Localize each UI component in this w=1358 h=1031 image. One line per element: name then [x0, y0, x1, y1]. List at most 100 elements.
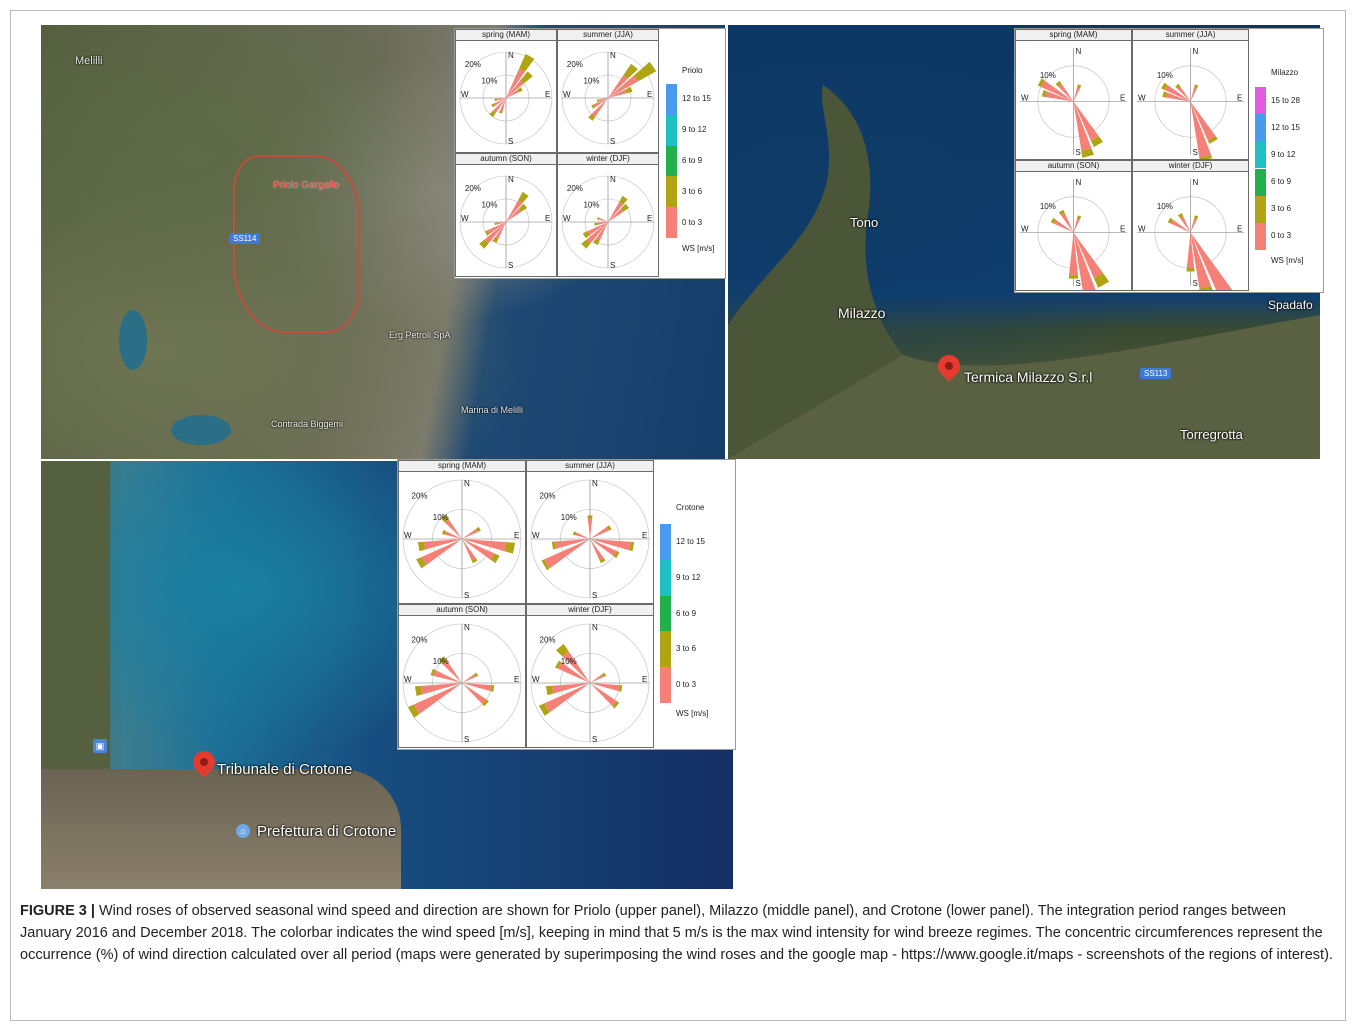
petal-bin0 — [462, 539, 507, 552]
petal-bin0 — [492, 98, 506, 114]
petal-bin0 — [1171, 219, 1191, 233]
petal-bin1 — [594, 222, 597, 226]
petal-bin1 — [517, 87, 523, 93]
petal-bin1 — [1068, 275, 1079, 279]
petal-bin1 — [1175, 83, 1181, 90]
petal-bin1 — [408, 704, 419, 718]
petal-bin0 — [608, 75, 628, 98]
legend-swatch — [660, 559, 671, 596]
season-title: summer (JJA) — [1133, 30, 1248, 41]
petal-bin1 — [518, 191, 529, 203]
ring-label: 10% — [561, 657, 577, 666]
wind-rose-djf: winter (DJF) N S E W 10% 20% — [557, 153, 659, 277]
petal-bin1 — [479, 239, 489, 249]
petal-bin1 — [588, 114, 596, 121]
petal-bin1 — [596, 99, 600, 103]
petal-bin1 — [491, 103, 495, 108]
legend-label: 0 to 3 — [1271, 231, 1292, 241]
cardinal-s: S — [610, 137, 615, 146]
petal-bin0 — [1060, 213, 1074, 233]
petal-bin0 — [587, 518, 593, 539]
map-label-prefettura: Prefettura di Crotone — [257, 823, 397, 840]
map-label-melilli: Melilli — [75, 55, 103, 67]
legend-swatch — [660, 631, 671, 668]
map-label-tribunale: Tribunale di Crotone — [217, 761, 353, 778]
cardinal-s: S — [610, 261, 615, 270]
ring-label: 10% — [1040, 202, 1056, 211]
land — [41, 769, 401, 889]
cardinal-n: N — [592, 479, 598, 488]
legend-label: 0 to 3 — [682, 217, 703, 227]
petal-bin1 — [634, 61, 657, 82]
cardinal-s: S — [592, 735, 597, 744]
legend-title: Crotone — [676, 503, 705, 512]
legend-label: 6 to 9 — [1271, 177, 1292, 187]
cardinal-w: W — [404, 675, 412, 684]
petal-bin1 — [541, 559, 550, 571]
wind-rose-panel-priolo: spring (MAM) N S E W 10% 20% summer (JJA) N S E W 10… — [454, 28, 726, 279]
building-poi-icon: ⌂ — [236, 824, 250, 838]
petal-bin1 — [1167, 217, 1174, 224]
petal-bin1 — [1093, 272, 1110, 288]
legend-label: 3 to 6 — [682, 186, 703, 196]
legend-unit: WS [m/s] — [1271, 256, 1304, 265]
cardinal-n: N — [1193, 178, 1199, 187]
petal-bin1 — [582, 231, 590, 239]
cardinal-s: S — [508, 261, 513, 270]
petal-bin1 — [619, 195, 628, 205]
petal-bin0 — [599, 218, 608, 222]
legend-label: 3 to 6 — [676, 644, 697, 654]
petal-bin0 — [496, 222, 506, 225]
cardinal-s: S — [1193, 148, 1198, 157]
petal-bin1 — [1162, 91, 1168, 98]
legend-label: 6 to 9 — [676, 608, 697, 618]
cardinal-n: N — [508, 175, 514, 184]
map-label-spadafora: Spadafo — [1268, 298, 1313, 312]
legend-swatch — [1255, 222, 1266, 250]
wind-rose-panel-milazzo: spring (MAM) N S E W 10% summer (JJA) N S E W 10% au… — [1014, 28, 1324, 293]
season-title: summer (JJA) — [558, 30, 658, 41]
petal-bin0 — [1073, 232, 1103, 279]
ring-label: 20% — [465, 184, 481, 193]
petal-bin0 — [421, 539, 462, 565]
petal-bin0 — [487, 222, 506, 235]
petal-bin1 — [416, 557, 427, 569]
map-label-milazzo: Milazzo — [838, 305, 886, 321]
petal-bin1 — [1186, 268, 1195, 272]
petal-bin0 — [562, 651, 590, 683]
petal-bin0 — [423, 539, 462, 550]
ring-label: 10% — [481, 200, 497, 209]
map-label-erg: Erg Petroli SpA — [389, 330, 451, 340]
wind-rose-mam: spring (MAM) N S E W 10% 20% — [455, 29, 557, 153]
petal-bin1 — [492, 236, 499, 243]
petal-bin1 — [612, 701, 620, 709]
petal-bin0 — [598, 98, 608, 102]
petal-bin0 — [462, 539, 476, 561]
cardinal-e: E — [514, 675, 519, 684]
rose-plot: N S E W 10% — [1137, 178, 1244, 290]
rose-plot: N S E W 10% — [1137, 47, 1244, 159]
legend-swatch — [660, 667, 671, 703]
petal-bin0 — [493, 98, 506, 107]
petal-bin0 — [544, 539, 590, 569]
cardinal-s: S — [464, 591, 469, 600]
ring-label: 20% — [412, 492, 428, 501]
petal-bin1 — [551, 541, 556, 550]
petal-bin0 — [462, 683, 487, 705]
legend-swatch — [660, 524, 671, 560]
wind-rose-panel-crotone: spring (MAM) N S E W 10% 20% summer (JJA) N S E W 10… — [397, 459, 736, 750]
legend-swatch — [666, 145, 677, 177]
legend-unit: WS [m/s] — [676, 709, 709, 718]
petal-bin0 — [462, 528, 479, 539]
cardinal-w: W — [563, 90, 571, 99]
petal-bin0 — [445, 519, 462, 539]
legend-label: 15 to 28 — [1271, 95, 1300, 105]
petal-bin0 — [1073, 218, 1080, 233]
season-title: winter (DJF) — [527, 605, 653, 616]
petal-bin1 — [591, 104, 595, 109]
legend-label: 6 to 9 — [682, 156, 703, 165]
petal-bin0 — [506, 199, 523, 222]
legend-label: 12 to 15 — [682, 94, 711, 104]
